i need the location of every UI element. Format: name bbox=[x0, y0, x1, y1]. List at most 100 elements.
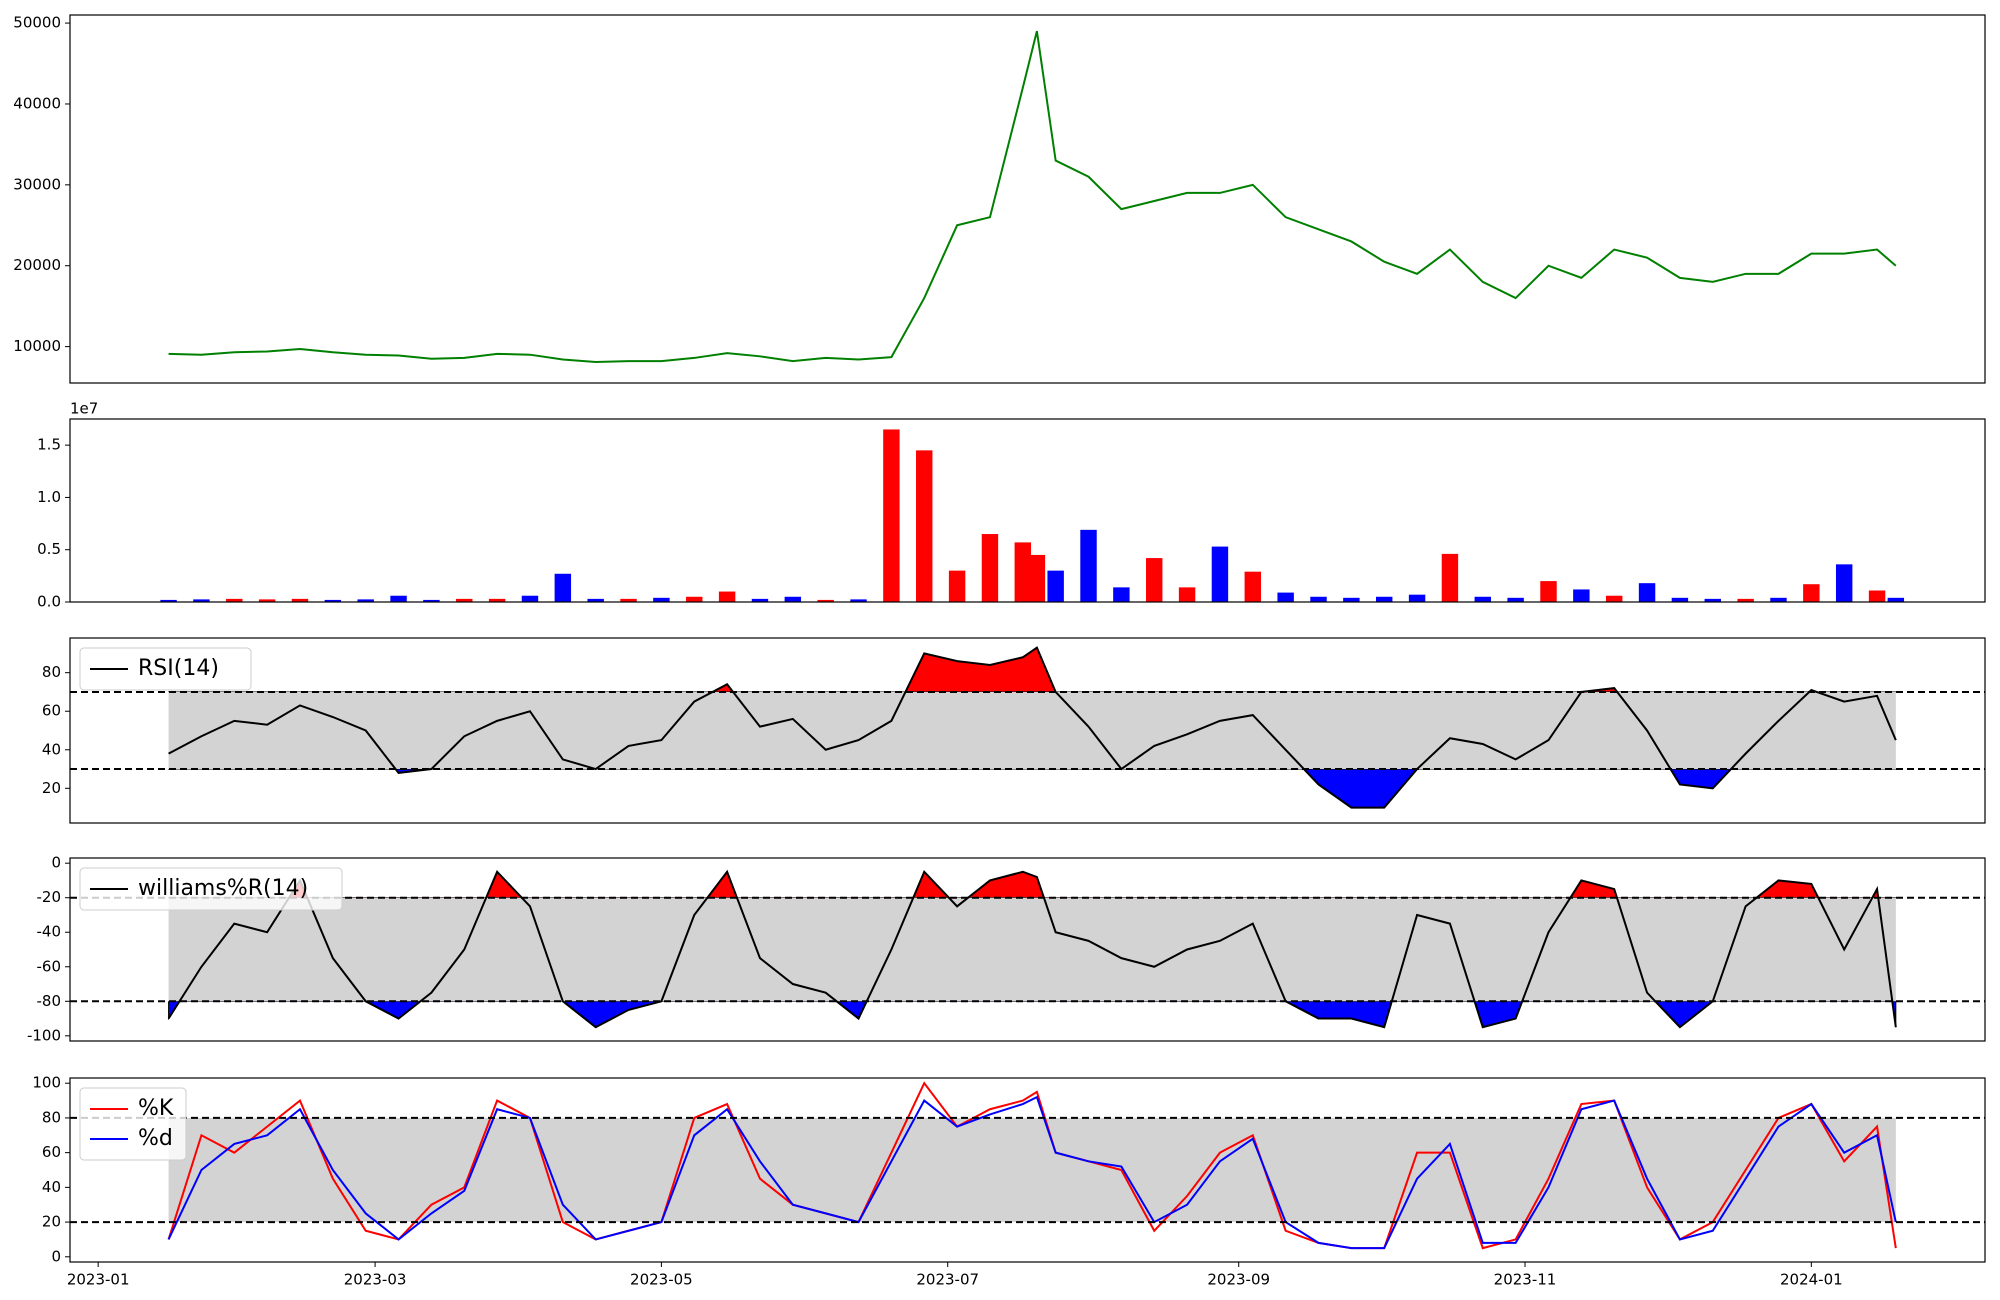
volume-bar bbox=[718, 591, 736, 602]
volume-bar bbox=[1605, 595, 1623, 602]
volume-bar bbox=[193, 599, 210, 602]
volume-bar bbox=[850, 599, 867, 602]
volume-bar bbox=[1803, 584, 1820, 602]
y-tick-label: -60 bbox=[37, 957, 62, 975]
y-tick-label: 1.0 bbox=[37, 488, 61, 506]
volume-bar bbox=[160, 599, 177, 602]
volume-bar bbox=[324, 599, 342, 602]
axes-frame bbox=[69, 857, 1986, 1042]
x-tick-label: 2023-09 bbox=[1207, 1271, 1270, 1289]
x-tick-label: 2023-05 bbox=[630, 1271, 693, 1289]
y-tick-label: 100 bbox=[32, 1074, 61, 1092]
series-line bbox=[167, 869, 1897, 1029]
volume-bar bbox=[456, 598, 473, 602]
y-tick-label: 40000 bbox=[13, 94, 61, 112]
axes-frame bbox=[69, 1077, 1986, 1263]
volume-bar bbox=[1835, 564, 1853, 602]
x-tick-label: 2023-11 bbox=[1494, 1271, 1557, 1289]
axes-frame bbox=[69, 14, 1986, 384]
volume-bar bbox=[686, 596, 703, 602]
volume-bar bbox=[587, 598, 604, 602]
volume-bar bbox=[423, 599, 440, 602]
axes-frame bbox=[69, 418, 1986, 603]
y-tick-label: 0.0 bbox=[37, 593, 61, 611]
volume-bar bbox=[784, 596, 802, 602]
volume-bar bbox=[1244, 571, 1262, 602]
volume-bar bbox=[291, 598, 309, 602]
y-tick-label: 80 bbox=[42, 663, 61, 681]
threshold-band bbox=[168, 1117, 1896, 1223]
y-tick-label: -80 bbox=[37, 992, 62, 1010]
volume-bar bbox=[390, 595, 407, 602]
volume-bar bbox=[1441, 553, 1459, 602]
y-tick-label: 60 bbox=[42, 1143, 61, 1161]
y-tick-label: 20 bbox=[42, 779, 61, 797]
x-tick-label: 2024-01 bbox=[1780, 1271, 1843, 1289]
volume-bar bbox=[1887, 597, 1905, 602]
volume-bar bbox=[883, 429, 900, 602]
volume-bar bbox=[1540, 581, 1557, 602]
x-tick-label: 2023-03 bbox=[344, 1271, 407, 1289]
y-tick-label: 50000 bbox=[13, 14, 61, 32]
y-tick-label: 20 bbox=[42, 1213, 61, 1231]
legend-label: RSI(14) bbox=[138, 656, 219, 681]
volume-bar bbox=[1737, 598, 1754, 602]
y-tick-label: 10000 bbox=[13, 337, 61, 355]
y-tick-label: 30000 bbox=[13, 175, 61, 193]
volume-bar bbox=[1474, 596, 1491, 602]
volume-bar bbox=[1704, 598, 1721, 602]
volume-bar bbox=[948, 570, 966, 602]
x-tick-label: 2023-07 bbox=[916, 1271, 979, 1289]
volume-bar bbox=[1047, 570, 1064, 602]
volume-bar bbox=[1211, 546, 1229, 602]
y-tick-label: -100 bbox=[27, 1026, 61, 1044]
series-line bbox=[167, 1095, 1897, 1250]
volume-bar bbox=[1638, 583, 1656, 602]
volume-bar bbox=[258, 599, 276, 602]
y-tick-label: 60 bbox=[42, 702, 61, 720]
y-tick-label: 0 bbox=[51, 854, 61, 872]
y-tick-label: 0 bbox=[51, 1247, 61, 1265]
y-tick-label: 80 bbox=[42, 1108, 61, 1126]
volume-bar bbox=[1671, 597, 1689, 602]
volume-bar bbox=[1868, 590, 1886, 602]
volume-bar bbox=[1113, 587, 1130, 602]
volume-bar bbox=[357, 599, 374, 602]
y-tick-label: 0.5 bbox=[37, 540, 61, 558]
y-tick-label: -40 bbox=[37, 923, 62, 941]
volume-bar bbox=[1178, 587, 1196, 602]
legend-box bbox=[79, 867, 343, 911]
volume-bar bbox=[1146, 558, 1163, 602]
offset-label: 1e7 bbox=[70, 400, 98, 418]
series-line bbox=[168, 646, 1897, 809]
volume-bar bbox=[981, 534, 999, 602]
volume-bar bbox=[226, 598, 243, 602]
volume-bar bbox=[751, 598, 769, 602]
volume-bar bbox=[1507, 597, 1524, 602]
volume-bar bbox=[554, 573, 572, 602]
volume-bar bbox=[1573, 589, 1590, 602]
volume-bar bbox=[817, 599, 834, 602]
volume-bar bbox=[1310, 596, 1327, 602]
legend-box bbox=[79, 1087, 187, 1161]
volume-bar bbox=[1408, 594, 1426, 602]
volume-bar bbox=[1343, 597, 1360, 602]
y-tick-label: 40 bbox=[42, 740, 61, 758]
threshold-band bbox=[168, 691, 1896, 770]
series-line bbox=[168, 30, 1897, 363]
volume-bar bbox=[521, 595, 539, 602]
legend-box bbox=[79, 647, 252, 691]
volume-bar bbox=[916, 450, 933, 602]
over-fill bbox=[168, 870, 1897, 898]
legend-label: %d bbox=[138, 1126, 173, 1151]
x-tick-label: 2023-01 bbox=[67, 1271, 130, 1289]
legend-label: williams%R(14) bbox=[138, 876, 308, 901]
y-tick-label: 20000 bbox=[13, 256, 61, 274]
y-tick-label: -20 bbox=[37, 888, 62, 906]
axes-frame bbox=[69, 637, 1986, 824]
volume-bar bbox=[1014, 542, 1032, 602]
y-tick-label: 40 bbox=[42, 1178, 61, 1196]
volume-bar bbox=[653, 597, 670, 602]
